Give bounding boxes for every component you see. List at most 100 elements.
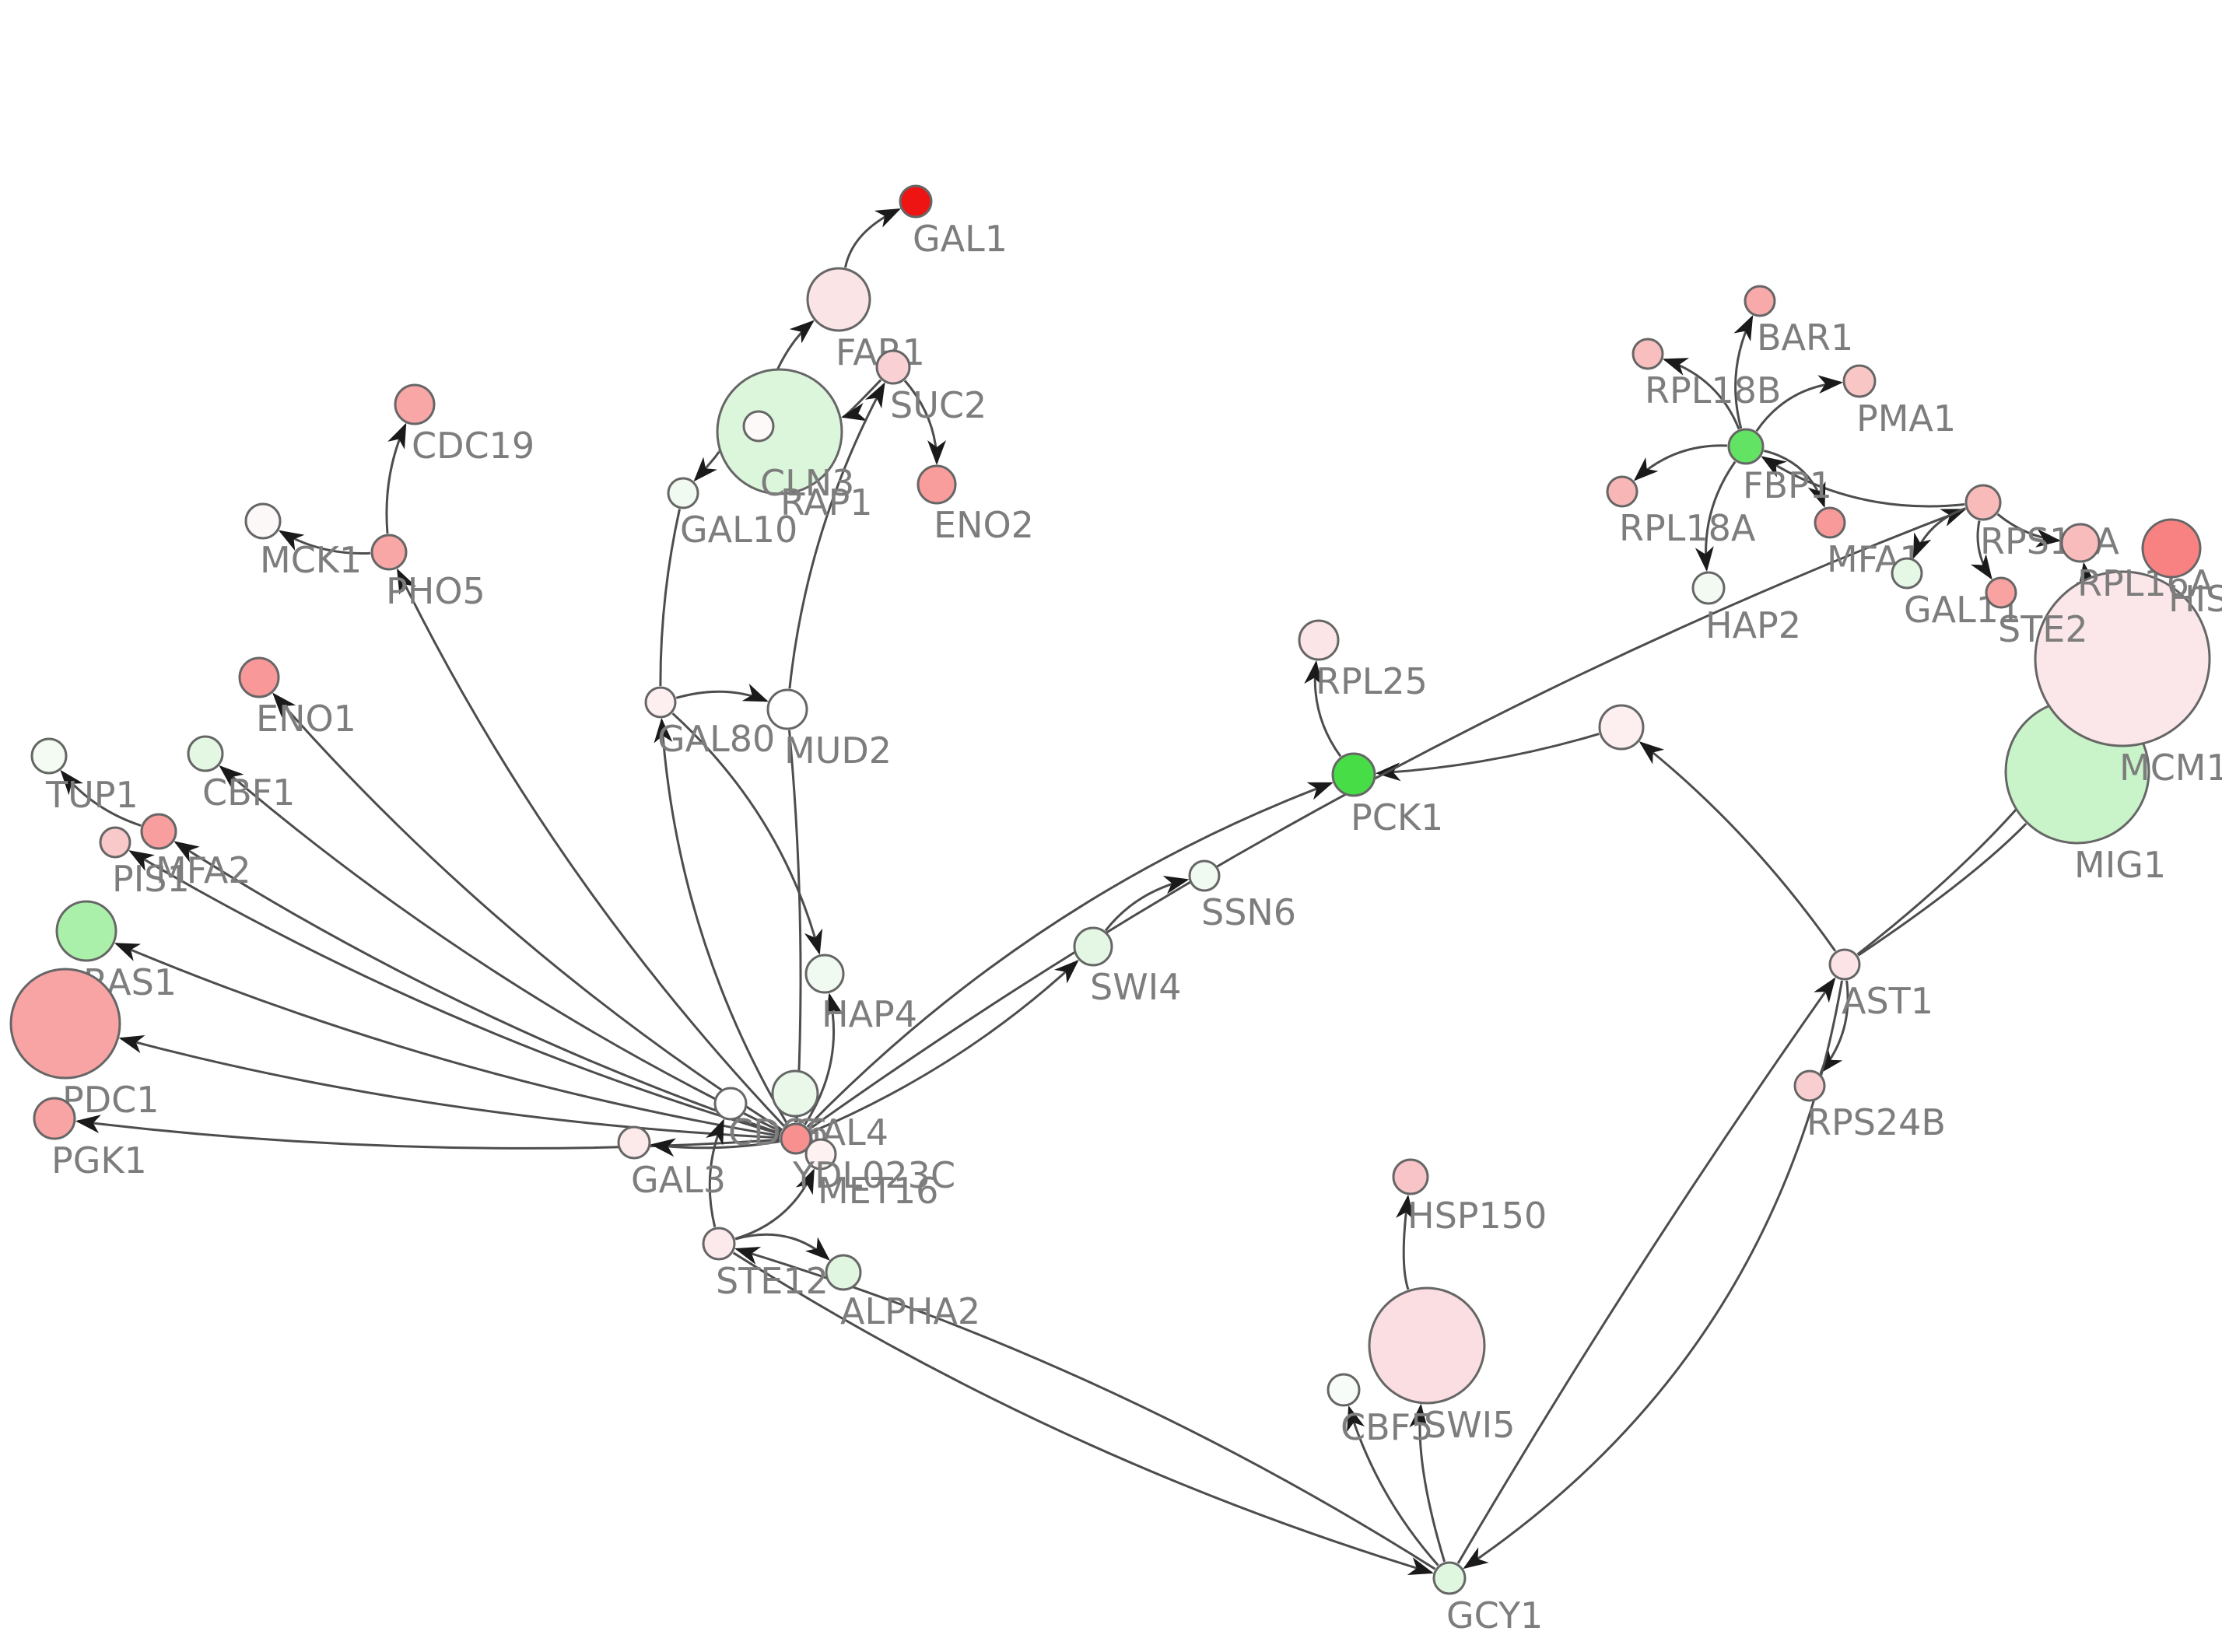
edge-ydl023c-mfa2[interactable]: [173, 841, 781, 1135]
edge-fbp1-pma1[interactable]: [1755, 375, 1844, 432]
edge-ydl023c-mud2[interactable]: [788, 730, 802, 1123]
node-circle-rps17a[interactable]: [1964, 484, 2002, 521]
node-circle-pck1[interactable]: [1331, 752, 1376, 797]
node-circle-pgk1[interactable]: [33, 1097, 76, 1140]
node-pma1[interactable]: PMA1: [1842, 364, 1956, 439]
node-circle-rpl18a[interactable]: [1606, 475, 1638, 508]
node-circle-hsp150[interactable]: [1392, 1158, 1429, 1195]
node-circle-mfa1[interactable]: [1814, 506, 1846, 539]
node-circle-cbf5[interactable]: [1327, 1373, 1361, 1407]
edge-fbp1-hap2[interactable]: [1695, 460, 1737, 572]
edge-ydl023c-swi4[interactable]: [810, 959, 1079, 1134]
node-circle-pdc1[interactable]: [9, 968, 121, 1080]
edge-fbp1-bar1[interactable]: [1733, 315, 1754, 429]
edge-gcy1-ast1[interactable]: [1456, 977, 1836, 1564]
edge-ydl023c-eno1[interactable]: [272, 692, 783, 1131]
node-gal10[interactable]: GAL10: [667, 477, 797, 551]
node-his4[interactable]: HIS4: [2141, 518, 2222, 620]
node-ras1[interactable]: RAS1: [55, 900, 177, 1003]
node-circle-gal10[interactable]: [667, 477, 699, 509]
node-rps24b[interactable]: RPS24B: [1793, 1069, 1946, 1143]
node-pis1[interactable]: PIS1: [99, 826, 190, 900]
node-circle-ssn6[interactable]: [1188, 859, 1221, 892]
edge-far1-gal1[interactable]: [844, 208, 902, 268]
node-gal80[interactable]: GAL80: [644, 686, 775, 760]
node-rpl18b[interactable]: RPL18B: [1631, 338, 1781, 411]
node-gcy1[interactable]: GCY1: [1432, 1561, 1543, 1636]
node-circle-gal3[interactable]: [617, 1125, 651, 1160]
node-unlabeled[interactable]: [1598, 704, 1645, 751]
node-circle-cln3[interactable]: [742, 410, 775, 443]
node-circle-cdc19[interactable]: [394, 383, 436, 425]
node-circle-hap4[interactable]: [804, 954, 845, 994]
node-ste2[interactable]: STE2: [1985, 576, 2088, 650]
edge-swi4-ssn6[interactable]: [1104, 876, 1190, 932]
edge-ast1-gcy1[interactable]: [1463, 980, 1843, 1570]
node-circle-gal4[interactable]: [771, 1069, 819, 1118]
node-pdc1[interactable]: PDC1: [9, 968, 159, 1121]
node-cbf5[interactable]: CBF5: [1327, 1373, 1433, 1448]
node-hap4[interactable]: HAP4: [804, 954, 917, 1035]
node-gal3[interactable]: GAL3: [617, 1125, 726, 1201]
node-mcm1[interactable]: MCM1: [2034, 570, 2222, 789]
node-mck1[interactable]: MCK1: [244, 502, 362, 581]
node-circle-mfa2[interactable]: [140, 813, 177, 850]
edge-rps17a-gal11[interactable]: [1912, 507, 1966, 559]
edge-fbp1-mfa1[interactable]: [1763, 450, 1826, 509]
edge-rps17a-fbp1[interactable]: [1761, 456, 1965, 508]
edge-mud2-suc2[interactable]: [788, 382, 885, 689]
node-circle-rpl25[interactable]: [1298, 619, 1340, 661]
node-circle-fbp1[interactable]: [1727, 428, 1765, 465]
node-gal1[interactable]: GAL1: [899, 184, 1008, 260]
edge-ydl023c-pho5[interactable]: [397, 568, 786, 1128]
edge-ste12-alpha2[interactable]: [734, 1233, 830, 1261]
edge-fbp1-rpl18b[interactable]: [1662, 358, 1740, 430]
node-circle-bar1[interactable]: [1744, 285, 1776, 317]
edge-ast1-mig1[interactable]: [1857, 823, 2027, 957]
node-alpha2[interactable]: ALPHA2: [825, 1254, 980, 1332]
node-suc2[interactable]: SUC2: [875, 349, 987, 426]
node-pck1[interactable]: PCK1: [1331, 752, 1443, 838]
node-circle-tup1[interactable]: [30, 737, 68, 775]
edge-ydl023c-gal80[interactable]: [654, 717, 789, 1125]
node-circle-eno2[interactable]: [916, 464, 957, 505]
edge-rap1-gal10[interactable]: [693, 449, 720, 482]
edge-suc2-eno2[interactable]: [903, 380, 947, 465]
edge-gal10-gal80[interactable]: [659, 509, 681, 687]
edge-gal80-hap4[interactable]: [671, 712, 823, 955]
edge-suc2-rap1[interactable]: [840, 379, 882, 422]
edge-ydl023c-pgk1[interactable]: [75, 1115, 780, 1150]
edge-ydl023c-ras1[interactable]: [114, 943, 780, 1137]
node-tup1[interactable]: TUP1: [30, 737, 138, 816]
node-hsp150[interactable]: HSP150: [1392, 1158, 1547, 1237]
edge-ast1-unlabeled[interactable]: [1638, 741, 1837, 952]
edge-rps17a-ste2[interactable]: [1970, 520, 1992, 580]
node-circle-cdc6[interactable]: [713, 1087, 748, 1121]
node-mud2[interactable]: MUD2: [766, 688, 892, 772]
node-hap2[interactable]: HAP2: [1691, 571, 1801, 646]
node-met16[interactable]: MET16: [804, 1138, 938, 1212]
node-swi5[interactable]: SWI5: [1368, 1286, 1516, 1446]
node-circle-ast1[interactable]: [1828, 948, 1861, 981]
node-ast1[interactable]: AST1: [1828, 948, 1933, 1022]
node-bar1[interactable]: BAR1: [1744, 285, 1853, 359]
node-pgk1[interactable]: PGK1: [33, 1097, 147, 1181]
node-circle-alpha2[interactable]: [825, 1254, 862, 1291]
node-circle-mcm1[interactable]: [2034, 570, 2211, 747]
node-circle-ste2[interactable]: [1985, 576, 2017, 609]
edge-unlabeled-pck1[interactable]: [1375, 733, 1600, 782]
node-circle-eno1[interactable]: [238, 656, 280, 698]
node-cdc19[interactable]: CDC19: [394, 383, 534, 467]
edge-ydl023c-pck1[interactable]: [806, 782, 1334, 1129]
node-swi4[interactable]: SWI4: [1073, 926, 1182, 1008]
node-cln3[interactable]: CLN3: [742, 410, 854, 504]
edge-ydl023c-gal3[interactable]: [650, 1138, 780, 1157]
node-cbf1[interactable]: CBF1: [187, 735, 295, 814]
node-circle-mck1[interactable]: [244, 502, 282, 540]
node-circle-mud2[interactable]: [766, 688, 808, 730]
node-ydl023c[interactable]: YDL023C: [780, 1122, 955, 1196]
node-rap1[interactable]: RAP1: [716, 368, 873, 523]
node-eno1[interactable]: ENO1: [238, 656, 356, 740]
edge-ste12-cdc6[interactable]: [706, 1118, 724, 1227]
